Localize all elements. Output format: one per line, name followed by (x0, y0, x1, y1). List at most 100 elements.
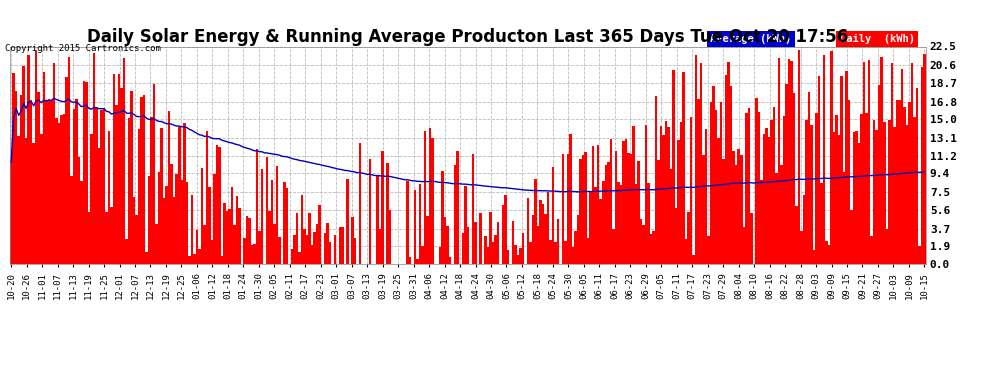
Bar (108, 131, 110, 264)
Bar (432, 138, 434, 264)
Bar (72, 109, 75, 264)
Bar (672, 70, 675, 264)
Bar (725, 75, 728, 264)
Bar (155, 224, 158, 264)
Bar (444, 217, 446, 264)
Bar (198, 249, 201, 264)
Bar (654, 96, 657, 264)
Bar (813, 250, 815, 264)
Bar (622, 141, 625, 264)
Bar (253, 244, 255, 264)
Bar (206, 131, 208, 264)
Bar (826, 241, 828, 264)
Bar (170, 164, 173, 264)
Bar (160, 128, 163, 264)
Bar (903, 107, 906, 264)
Bar (276, 166, 278, 264)
Bar (564, 241, 567, 264)
Bar (875, 130, 878, 264)
Bar (18, 136, 20, 264)
Bar (311, 245, 314, 264)
Bar (574, 231, 577, 264)
Bar (158, 172, 160, 264)
Bar (334, 235, 336, 264)
Bar (860, 114, 863, 264)
Bar (293, 235, 296, 264)
Bar (800, 231, 803, 264)
Bar (298, 252, 301, 264)
Bar (750, 213, 752, 264)
Bar (316, 225, 319, 264)
Bar (742, 226, 745, 264)
Bar (850, 210, 853, 264)
Bar (218, 147, 221, 264)
Bar (258, 231, 260, 264)
Bar (582, 155, 584, 264)
Bar (296, 213, 298, 264)
Text: Copyright 2015 Cartronics.com: Copyright 2015 Cartronics.com (5, 44, 160, 52)
Bar (250, 246, 253, 264)
Bar (549, 240, 551, 264)
Bar (788, 59, 790, 264)
Bar (353, 238, 356, 264)
Bar (760, 180, 762, 264)
Bar (544, 214, 546, 264)
Bar (602, 181, 605, 264)
Bar (40, 134, 43, 264)
Bar (738, 149, 740, 264)
Bar (123, 58, 126, 264)
Bar (697, 99, 700, 264)
Bar (823, 55, 826, 264)
Bar (248, 218, 250, 264)
Bar (592, 146, 594, 264)
Bar (306, 235, 309, 264)
Bar (838, 135, 841, 264)
Bar (831, 51, 833, 264)
Bar (216, 145, 218, 264)
Bar (368, 159, 371, 264)
Bar (414, 190, 417, 264)
Bar (870, 236, 873, 264)
Bar (244, 238, 246, 264)
Bar (497, 222, 499, 264)
Bar (239, 207, 241, 264)
Bar (765, 128, 767, 264)
Bar (484, 236, 487, 264)
Bar (780, 165, 783, 264)
Bar (77, 157, 80, 264)
Bar (512, 221, 514, 264)
Bar (818, 76, 821, 264)
Bar (301, 195, 304, 264)
Bar (55, 118, 57, 264)
Bar (777, 58, 780, 264)
Bar (339, 227, 342, 264)
Bar (569, 134, 572, 264)
Bar (858, 143, 860, 264)
Bar (607, 162, 610, 264)
Bar (439, 247, 442, 264)
Bar (728, 62, 730, 264)
Bar (921, 67, 923, 264)
Bar (358, 143, 361, 264)
Bar (146, 252, 148, 264)
Bar (863, 62, 865, 264)
Bar (519, 249, 522, 264)
Bar (201, 168, 203, 264)
Bar (643, 225, 644, 264)
Bar (551, 167, 554, 264)
Bar (494, 236, 497, 264)
Bar (175, 174, 178, 264)
Bar (883, 122, 885, 264)
Bar (115, 105, 118, 264)
Bar (271, 180, 273, 264)
Bar (265, 157, 268, 264)
Bar (178, 127, 180, 264)
Bar (584, 152, 587, 264)
Bar (193, 254, 196, 264)
Bar (286, 188, 288, 264)
Bar (121, 88, 123, 264)
Bar (304, 229, 306, 264)
Bar (326, 223, 329, 264)
Bar (105, 211, 108, 264)
Bar (885, 229, 888, 264)
